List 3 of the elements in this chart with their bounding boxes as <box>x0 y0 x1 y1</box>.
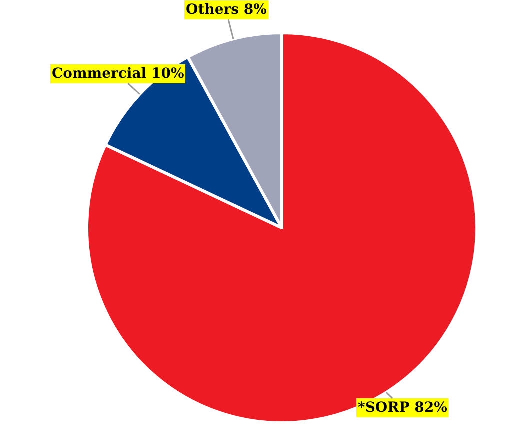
slice-label: *SORP 82% <box>358 400 448 416</box>
slice-label: Others 8% <box>186 2 267 18</box>
slice-label: Commercial 10% <box>52 66 184 82</box>
